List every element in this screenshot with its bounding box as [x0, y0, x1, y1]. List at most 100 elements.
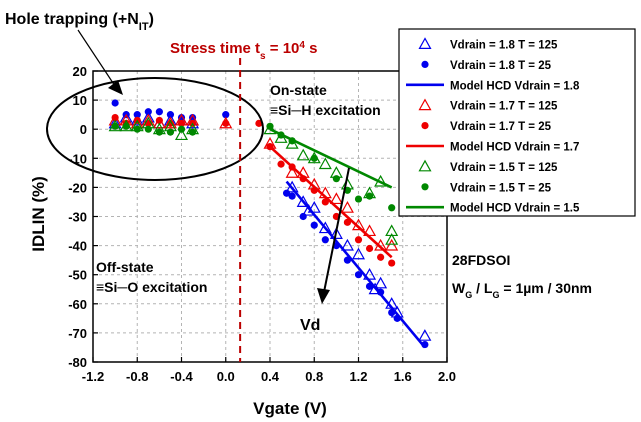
series-layer [108, 99, 432, 349]
x-tick-label: 0.8 [305, 369, 323, 384]
data-point-circle [111, 99, 119, 107]
data-point-circle [365, 244, 374, 253]
hole-trapping-label: Hole trapping (+NIT) [5, 11, 154, 33]
data-point-triangle [318, 157, 332, 170]
x-tick-label: -0.8 [126, 369, 148, 384]
data-point-circle [377, 253, 385, 261]
data-point-triangle [174, 128, 189, 141]
off-state-excitation: ≡Si─O excitation [96, 279, 207, 295]
data-point-circle [354, 271, 363, 279]
data-point-triangle [385, 233, 399, 245]
data-point-triangle [351, 247, 366, 260]
legend-label: Model HCD Vdrain = 1.5 [450, 203, 580, 215]
legend-label: Vdrain = 1.5 T = 125 [450, 162, 558, 174]
data-point-circle [177, 119, 186, 127]
y-tick-label: -30 [68, 210, 87, 225]
data-point-circle [321, 236, 329, 244]
legend: Vdrain = 1.8 T = 125 Vdrain = 1.8 T = 25 M… [406, 37, 580, 215]
legend-label: Vdrain = 1.7 T = 25 [450, 121, 552, 133]
y-tick-label: -20 [68, 180, 87, 195]
y-tick-label: 10 [73, 93, 87, 108]
legend-circle-swatch [421, 183, 429, 191]
data-point-circle [354, 236, 363, 244]
on-state-label: On-state [270, 82, 327, 98]
legend-label: Vdrain = 1.7 T = 125 [450, 101, 558, 113]
stress-time-label: Stress time ts = 104 s [170, 40, 317, 62]
data-point-triangle [368, 282, 382, 295]
data-point-circle [166, 128, 175, 136]
y-tick-label: -40 [68, 239, 87, 254]
x-tick-label: 1.6 [394, 369, 412, 384]
x-tick-label: -1.2 [82, 369, 104, 384]
series-markers [111, 113, 396, 267]
legend-circle-swatch [421, 122, 429, 130]
data-point-circle [111, 122, 119, 130]
data-point-triangle [340, 201, 354, 213]
x-tick-label: 2.0 [438, 369, 456, 384]
data-point-triangle [418, 329, 432, 341]
data-point-circle [255, 119, 263, 127]
y-tick-label: -80 [68, 355, 87, 370]
gate-dimensions-label: WG / LG = 1µm / 30nm [452, 280, 592, 300]
vd-arrow [323, 167, 350, 293]
model-line [269, 145, 393, 259]
legend-box [398, 28, 636, 217]
model-line [285, 180, 426, 349]
data-point-circle [222, 119, 230, 127]
legend-triangle-swatch [418, 98, 432, 111]
data-point-circle [310, 221, 318, 229]
data-point-circle [122, 122, 130, 130]
legend-label: Model HCD Vdrain = 1.7 [450, 142, 579, 154]
data-point-circle [177, 125, 186, 133]
data-point-triangle [152, 116, 166, 129]
data-point-triangle [263, 122, 277, 135]
vd-label: Vd [300, 317, 320, 334]
data-point-triangle [374, 276, 388, 289]
data-point-circle [282, 189, 291, 197]
series-markers [111, 122, 396, 212]
legend-label: Vdrain = 1.8 T = 25 [450, 60, 552, 72]
on-state-excitation: ≡Si─H excitation [270, 102, 381, 118]
data-point-circle [188, 128, 197, 136]
data-point-circle [388, 259, 396, 267]
series-markers [108, 113, 399, 251]
off-state-ellipse [46, 77, 264, 181]
data-point-circle [299, 212, 307, 221]
y-axis-label: IDLIN (%) [29, 176, 48, 252]
x-tick-label: 0.0 [217, 369, 235, 384]
data-point-circle [266, 122, 274, 130]
data-point-triangle [329, 192, 343, 205]
data-point-circle [332, 175, 340, 183]
y-tick-label: 0 [80, 122, 87, 137]
data-point-triangle [285, 166, 299, 178]
data-point-triangle [296, 195, 310, 207]
data-point-triangle [318, 221, 332, 234]
legend-triangle-swatch [418, 37, 432, 50]
x-axis-label: Vgate (V) [253, 399, 327, 418]
data-point-triangle [329, 227, 343, 239]
data-point-triangle [307, 201, 321, 213]
data-point-circle [277, 160, 285, 168]
data-point-circle [155, 108, 163, 116]
data-point-circle [388, 204, 396, 212]
off-state-label: Off-state [96, 259, 154, 275]
data-point-circle [155, 128, 163, 136]
hole-trapping-arrowhead [108, 80, 123, 95]
y-tick-label: -50 [68, 268, 87, 283]
y-tick-label: -60 [68, 297, 87, 312]
data-point-circle [144, 108, 152, 116]
data-point-triangle [385, 238, 399, 251]
data-point-circle [365, 192, 374, 200]
y-tick-label: 20 [73, 64, 87, 79]
x-tick-label: -0.4 [170, 369, 193, 384]
x-tick-label: 0.4 [261, 369, 280, 384]
series-markers [108, 116, 399, 245]
legend-triangle-swatch [418, 159, 432, 172]
data-point-triangle [274, 131, 288, 143]
legend-label: Vdrain = 1.8 T = 125 [450, 40, 558, 52]
data-point-circle [354, 195, 363, 203]
model-line [269, 128, 393, 189]
data-point-triangle [340, 238, 354, 251]
data-point-triangle [285, 137, 299, 149]
